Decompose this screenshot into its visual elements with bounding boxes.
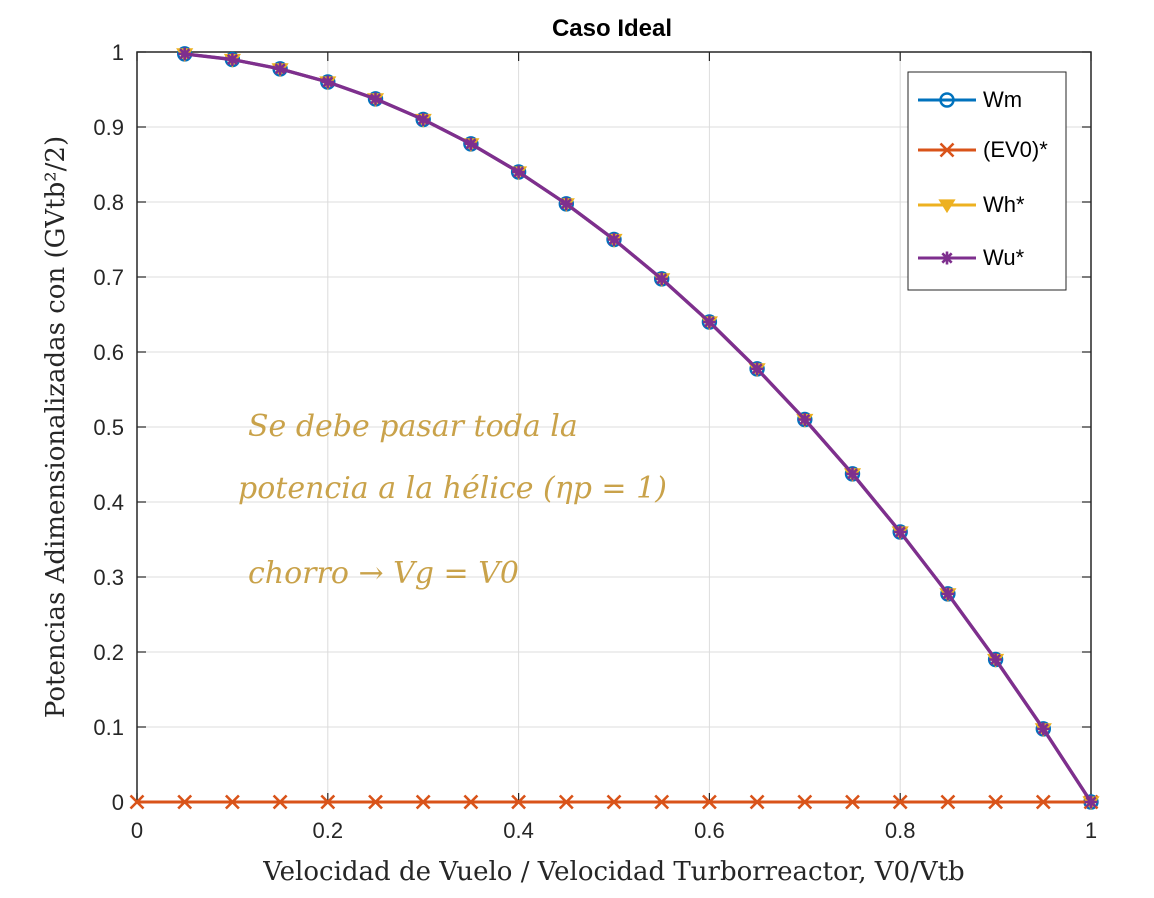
data-point (1035, 794, 1051, 810)
data-point (940, 794, 956, 810)
data-point (989, 653, 1003, 666)
legend-swatch-marker (940, 251, 954, 265)
y-tick-label: 0.4 (93, 490, 124, 515)
x-tick-label: 0.2 (313, 818, 344, 843)
y-tick-labels: 0 0.1 0.2 0.3 0.4 0.5 0.6 0.7 0.8 0.9 1 (93, 40, 124, 815)
y-tick-label: 0.6 (93, 340, 124, 365)
data-point (893, 525, 907, 539)
data-point (749, 794, 765, 810)
data-point (272, 794, 288, 810)
data-point (655, 272, 669, 286)
series-line (184, 52, 1093, 803)
legend-label: Wu* (983, 245, 1025, 270)
legend-swatch-marker (939, 142, 955, 158)
y-tick-label: 0.5 (93, 415, 124, 440)
legend-box (907, 71, 1067, 291)
data-point (415, 794, 431, 810)
data-point (941, 587, 955, 601)
data-point (369, 92, 382, 106)
data-point (845, 794, 860, 810)
legend-swatch-marker (938, 199, 956, 214)
legend-entry: Wh* (918, 192, 1025, 217)
data-point (701, 794, 717, 810)
y-tick-label: 0.8 (93, 190, 124, 215)
data-point (129, 794, 145, 810)
data-point (988, 794, 1004, 810)
series-1 (129, 794, 1099, 810)
legend-label: Wm (983, 87, 1022, 112)
data-point (702, 315, 716, 329)
y-tick-label: 1 (112, 40, 124, 65)
x-axis-label: Velocidad de Vuelo / Velocidad Turborrea… (262, 857, 964, 887)
x-tick-label: 0.8 (885, 818, 916, 843)
data-point (368, 794, 383, 810)
data-point (797, 794, 813, 810)
data-point (224, 794, 240, 810)
data-point (511, 794, 527, 810)
data-point (416, 113, 430, 126)
y-tick-label: 0.9 (93, 115, 124, 140)
y-tick-label: 0.3 (93, 565, 124, 590)
data-point (654, 794, 670, 810)
y-tick-label: 0.2 (93, 640, 124, 665)
ticks (136, 51, 1092, 803)
data-point (1036, 722, 1050, 736)
y-tick-label: 0.7 (93, 265, 124, 290)
legend-label: (EV0)* (983, 137, 1048, 162)
y-axis-label: Potencias Adimensionalizadas con (GVtb²/… (41, 136, 71, 718)
x-tick-label: 1 (1085, 818, 1097, 843)
series-3 (178, 47, 1098, 809)
data-point (178, 47, 192, 61)
data-point (177, 794, 193, 810)
data-point (606, 794, 622, 810)
annotation-line-3: chorro → Vg = V0 (248, 556, 519, 591)
legend-entry: Wm (918, 87, 1022, 112)
data-point (558, 794, 574, 810)
data-point (892, 794, 908, 810)
x-tick-label: 0.6 (694, 818, 725, 843)
legend: Wm (EV0)* Wh* Wu* (907, 71, 1067, 291)
legend-entry: Wu* (918, 245, 1025, 270)
series-layer (129, 46, 1100, 811)
y-tick-label: 0 (112, 790, 124, 815)
legend-swatch-marker (939, 92, 955, 108)
x-tick-labels: 0 0.2 0.4 0.6 0.8 1 (131, 818, 1097, 843)
data-point (798, 413, 812, 426)
data-point (273, 62, 287, 76)
data-point (512, 165, 526, 179)
data-point (464, 137, 478, 151)
chart-title: Caso Ideal (552, 15, 672, 42)
data-point (559, 197, 573, 211)
y-tick-label: 0.1 (93, 715, 124, 740)
x-tick-label: 0.4 (503, 818, 534, 843)
data-point (225, 53, 239, 66)
data-point (320, 794, 336, 810)
data-point (463, 794, 479, 810)
data-point (846, 467, 859, 481)
x-tick-label: 0 (131, 818, 143, 843)
data-point (607, 233, 621, 246)
data-point (750, 362, 764, 376)
legend-entry: (EV0)* (918, 137, 1048, 162)
data-point (321, 75, 335, 89)
annotation-line-2: potencia a la hélice (ηp = 1) (238, 471, 667, 506)
legend-label: Wh* (983, 192, 1025, 217)
annotation-line-1: Se debe pasar toda la (248, 409, 578, 444)
data-point (1084, 795, 1098, 809)
